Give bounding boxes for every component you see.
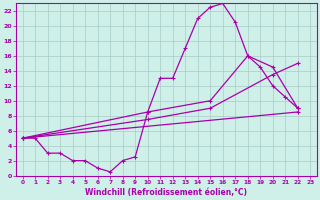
X-axis label: Windchill (Refroidissement éolien,°C): Windchill (Refroidissement éolien,°C) — [85, 188, 247, 197]
